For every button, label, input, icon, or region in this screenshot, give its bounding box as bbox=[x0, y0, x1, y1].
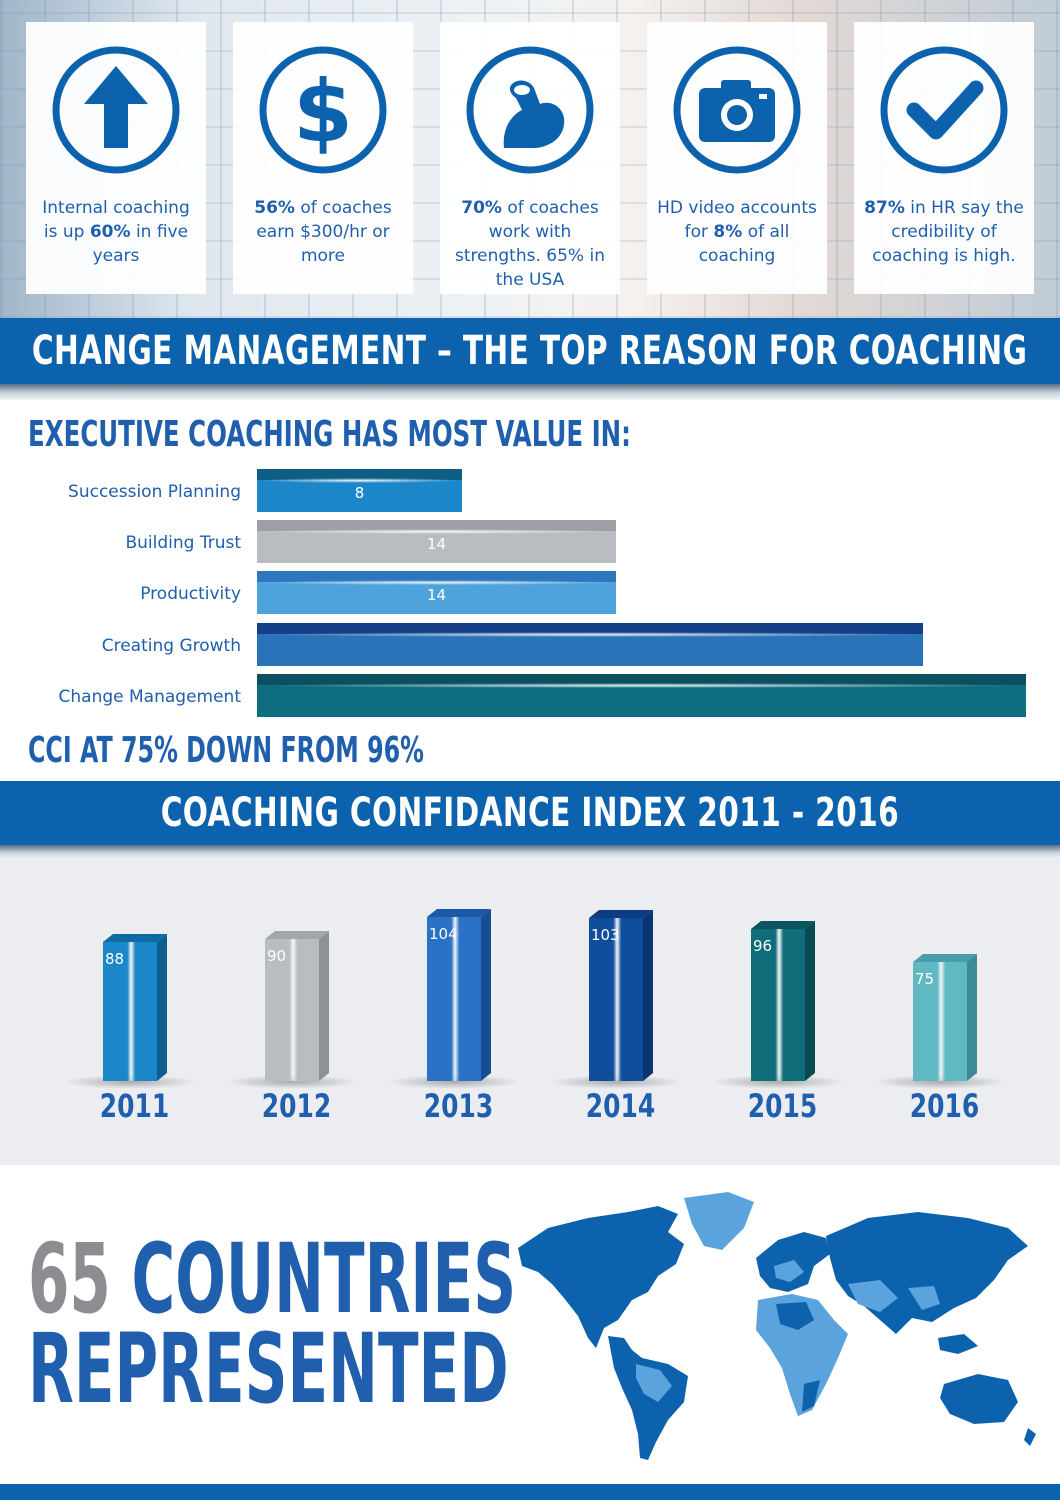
stat-text: 70% of coaches work with strengths. 65% … bbox=[455, 198, 605, 290]
banner-underline bbox=[0, 384, 1060, 400]
column-shadow bbox=[225, 1075, 359, 1089]
column-top bbox=[103, 934, 167, 942]
banner-underline bbox=[0, 845, 1060, 859]
column-value-label: 96 bbox=[753, 937, 773, 955]
column-side bbox=[967, 954, 977, 1081]
column-top bbox=[589, 910, 653, 918]
bar-label: Building Trust bbox=[125, 533, 241, 553]
bar: 8 bbox=[257, 469, 462, 512]
stat-card-coach-earnings: $ 56% of coaches earn $300/hr or more bbox=[233, 22, 413, 294]
column-shadow bbox=[387, 1075, 521, 1089]
bottom-strip bbox=[0, 1484, 1060, 1500]
up-arrow-icon bbox=[52, 46, 180, 174]
column-top bbox=[913, 954, 977, 962]
column-side bbox=[319, 931, 329, 1081]
banner-change-management: CHANGE MANAGEMENT – THE TOP REASON FOR C… bbox=[0, 318, 1060, 384]
column-side bbox=[481, 909, 491, 1081]
stat-text: 87% in HR say the credibility of coachin… bbox=[864, 198, 1024, 266]
bar-label: Creating Growth bbox=[101, 636, 241, 656]
banner-title: CHANGE MANAGEMENT – THE TOP REASON FOR C… bbox=[32, 328, 1028, 374]
flexed-arm-icon bbox=[466, 46, 594, 174]
dollar-icon: $ bbox=[259, 46, 387, 174]
column bbox=[427, 917, 481, 1081]
world-map-icon bbox=[518, 1192, 1036, 1460]
exec-coaching-heading: EXECUTIVE COACHING HAS MOST VALUE IN: bbox=[28, 414, 631, 455]
stat-card-strengths: 70% of coaches work with strengths. 65% … bbox=[440, 22, 620, 294]
map-greenland bbox=[684, 1192, 754, 1250]
bar-value-label: 8 bbox=[354, 484, 365, 502]
cci-column-chart: 88 2011 90 2012 104 2013 103 2014 96 2015 75 2016 bbox=[0, 859, 1060, 1165]
map-south-america bbox=[608, 1336, 688, 1460]
column-value-label: 103 bbox=[591, 926, 620, 944]
countries-line2: REPRESENTED bbox=[28, 1313, 509, 1425]
column bbox=[589, 918, 643, 1081]
map-africa bbox=[756, 1294, 848, 1416]
column-year-label: 2012 bbox=[262, 1087, 332, 1125]
stat-card-hd-video: HD video accounts for 8% of all coaching bbox=[647, 22, 827, 294]
column bbox=[103, 942, 157, 1081]
checkmark-icon bbox=[880, 46, 1008, 174]
column-value-label: 104 bbox=[429, 925, 458, 943]
column-top bbox=[427, 909, 491, 917]
countries-headline: 65 COUNTRIES REPRESENTED bbox=[28, 1231, 516, 1417]
countries-count: 65 bbox=[28, 1223, 111, 1335]
column-side bbox=[643, 910, 653, 1081]
stats-section: Internal coaching is up 60% in five year… bbox=[0, 0, 1060, 318]
bar: 14 bbox=[257, 571, 616, 614]
stat-text: HD video accounts for 8% of all coaching bbox=[657, 198, 817, 266]
column-year-label: 2013 bbox=[424, 1087, 494, 1125]
column bbox=[265, 939, 319, 1081]
bar bbox=[257, 623, 923, 666]
column-value-label: 75 bbox=[915, 970, 935, 988]
banner-confidence-index: COACHING CONFIDANCE INDEX 2011 - 2016 bbox=[0, 781, 1060, 845]
column bbox=[751, 929, 805, 1081]
camera-icon bbox=[673, 46, 801, 174]
bar-value-label: 14 bbox=[426, 535, 447, 553]
bar-label: Change Management bbox=[58, 687, 241, 707]
bar-label: Succession Planning bbox=[68, 482, 241, 502]
column-year-label: 2016 bbox=[910, 1087, 980, 1125]
countries-line1: COUNTRIES bbox=[131, 1223, 517, 1335]
column-shadow bbox=[63, 1075, 197, 1089]
column-shadow bbox=[549, 1075, 683, 1089]
stat-card-hr-credibility: 87% in HR say the credibility of coachin… bbox=[854, 22, 1034, 294]
bar: 14 bbox=[257, 520, 616, 563]
map-asia bbox=[826, 1212, 1028, 1334]
column-year-label: 2014 bbox=[586, 1087, 656, 1125]
column-shadow bbox=[711, 1075, 845, 1089]
stat-text: Internal coaching is up 60% in five year… bbox=[42, 198, 190, 266]
map-australia bbox=[940, 1374, 1018, 1424]
map-north-america bbox=[518, 1206, 684, 1348]
cci-heading: CCI AT 75% DOWN FROM 96% bbox=[28, 730, 424, 771]
stat-text: 56% of coaches earn $300/hr or more bbox=[254, 198, 392, 266]
column-year-label: 2011 bbox=[100, 1087, 170, 1125]
column-year-label: 2015 bbox=[748, 1087, 818, 1125]
column-shadow bbox=[873, 1075, 1007, 1089]
bar bbox=[257, 674, 1026, 717]
banner-title: COACHING CONFIDANCE INDEX 2011 - 2016 bbox=[160, 790, 900, 836]
column-value-label: 88 bbox=[105, 950, 125, 968]
bar-value-label: 14 bbox=[426, 586, 447, 604]
bar-label: Productivity bbox=[140, 584, 241, 604]
column-side bbox=[157, 934, 167, 1081]
column-side bbox=[805, 921, 815, 1081]
column-value-label: 90 bbox=[267, 947, 287, 965]
column-top bbox=[265, 931, 329, 939]
svg-text:$: $ bbox=[293, 62, 353, 162]
stat-card-internal-coaching: Internal coaching is up 60% in five year… bbox=[26, 22, 206, 294]
column-top bbox=[751, 921, 815, 929]
column bbox=[913, 962, 967, 1081]
